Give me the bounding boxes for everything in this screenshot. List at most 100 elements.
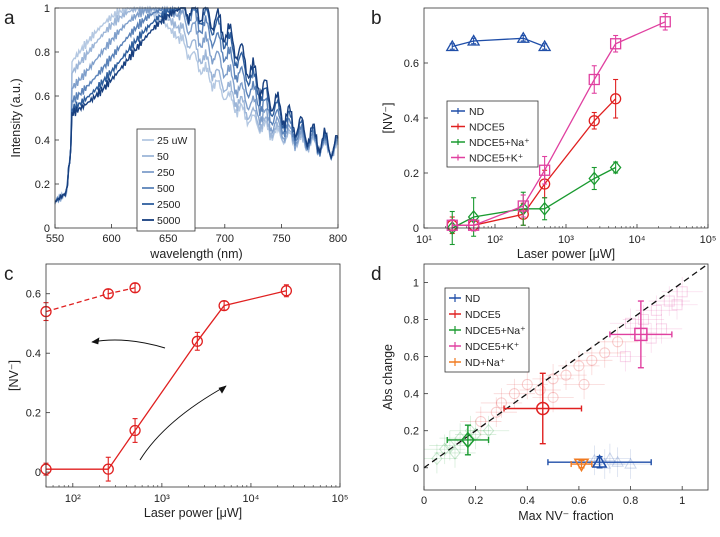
- panel-c: 10² 10³ 10⁴ 10⁵ 0 0.2 0.4 0.6 Laser power [μW] [N…: [7, 263, 349, 520]
- x-tick-label: 10²: [65, 493, 81, 505]
- data-point: [102, 463, 114, 475]
- x-tick-label: 0.8: [623, 495, 638, 507]
- axes-frame: [54, 7, 339, 229]
- x-tick-label: 10⁵: [700, 234, 717, 246]
- x-tick-label: 10⁴: [629, 234, 646, 246]
- legend-item: ND+Na⁺: [465, 357, 505, 369]
- panel-label-c: c: [4, 264, 14, 285]
- background-point: [521, 378, 533, 390]
- background-point: [671, 299, 683, 311]
- data-point: [538, 164, 551, 176]
- arrow-decreasing: [91, 339, 166, 349]
- data-point: [129, 282, 141, 294]
- data-point: [634, 327, 648, 342]
- y-tick-label: 1: [44, 3, 50, 15]
- background-point: [599, 347, 611, 359]
- data-point: [191, 335, 203, 347]
- spectrum-line-5: [55, 6, 339, 202]
- data-point: [588, 73, 600, 86]
- panel-label-d: d: [371, 264, 382, 285]
- legend-item: 25 uW: [157, 135, 187, 147]
- legend-item: NDCE5+Na⁺: [465, 325, 526, 337]
- spectrum-line-4: [54, 6, 339, 203]
- background-point: [676, 286, 688, 298]
- background-point: [449, 446, 461, 460]
- data-point: [573, 458, 590, 473]
- arrowhead: [218, 385, 227, 394]
- data-point: [588, 171, 601, 186]
- y-tick-label: 0.2: [404, 426, 419, 438]
- series-line: [452, 37, 545, 48]
- series-line: [45, 287, 136, 313]
- y-tick-label: 0.4: [26, 348, 41, 360]
- background-point: [547, 391, 559, 403]
- data-point: [537, 39, 552, 52]
- legend-box: [136, 128, 196, 232]
- x-tick-label: 1: [679, 495, 685, 507]
- x-tick-label: 0.4: [520, 495, 535, 507]
- y-tick-label: 0.4: [404, 113, 419, 125]
- data-point: [609, 38, 622, 50]
- background-point: [612, 336, 624, 348]
- y-tick-label: 0.2: [35, 179, 50, 191]
- background-point: [586, 354, 598, 366]
- x-tick-label: 10²: [487, 234, 503, 246]
- y-axis-label: Intensity (a.u.): [9, 78, 23, 157]
- background-point: [578, 378, 590, 390]
- y-tick-label: 0: [35, 467, 41, 479]
- background-point: [454, 431, 466, 445]
- data-point: [536, 401, 550, 416]
- background-point: [439, 442, 451, 457]
- y-axis-label: [NV⁻]: [381, 103, 395, 134]
- y-tick-label: 0.2: [26, 408, 41, 420]
- background-point: [598, 457, 612, 469]
- legend-box: [446, 100, 539, 168]
- x-axis-label: Laser power [μW]: [517, 247, 615, 261]
- data-point: [609, 160, 622, 175]
- background-point: [625, 317, 637, 329]
- x-tick-label: 650: [159, 233, 177, 245]
- x-tick-label: 10⁵: [332, 493, 349, 505]
- background-point: [444, 438, 456, 453]
- data-point: [467, 219, 480, 231]
- axes-frame: [45, 263, 341, 488]
- spectrum-line-0: [54, 6, 339, 205]
- legend-item: ND: [469, 106, 485, 118]
- background-point: [560, 369, 572, 381]
- spectrum-line-2: [54, 5, 339, 204]
- axes-frame: [423, 7, 709, 229]
- y-tick-label: 0.2: [404, 168, 419, 180]
- x-tick-label: 0.6: [571, 495, 586, 507]
- legend-item: NDCE5: [465, 309, 501, 321]
- data-point: [280, 285, 293, 297]
- y-tick-label: 0.8: [35, 47, 50, 59]
- y-axis-label: [NV⁻]: [7, 360, 21, 391]
- x-axis-label: Laser power [μW]: [144, 506, 242, 520]
- x-tick-label: 750: [272, 233, 290, 245]
- data-point: [609, 93, 622, 105]
- panel-label-b: b: [371, 8, 382, 29]
- y-tick-label: 0.6: [404, 352, 419, 364]
- data-point: [446, 220, 459, 236]
- spectrum-line-1: [54, 5, 339, 205]
- arrow-increasing: [139, 385, 227, 461]
- legend-item: 500: [157, 183, 175, 195]
- x-tick-label: 700: [216, 233, 234, 245]
- x-tick-label: 600: [102, 233, 120, 245]
- panel-b: 10¹ 10² 10³ 10⁴ 10⁵ 0 0.2 0.4 0.6 Laser power [μW…: [381, 7, 717, 261]
- legend-item: NDCE5+K⁺: [469, 153, 523, 165]
- panel-a: 550 600 650 700 750 800 0 0.2 0.4 0.6 0.8 1 waveleng…: [9, 3, 347, 261]
- data-point: [218, 299, 230, 312]
- legend-item: 50: [157, 151, 169, 163]
- y-tick-label: 0.6: [35, 91, 50, 103]
- background-point: [573, 360, 585, 372]
- background-point: [619, 351, 631, 363]
- axes-frame: [423, 263, 709, 491]
- data-point: [516, 31, 530, 43]
- data-point: [659, 16, 671, 28]
- legend-item: 2500: [157, 199, 181, 211]
- background-point: [495, 397, 507, 409]
- panel-label-a: a: [4, 8, 15, 29]
- x-tick-label: 0: [421, 495, 427, 507]
- x-tick-label: 10⁴: [242, 493, 259, 505]
